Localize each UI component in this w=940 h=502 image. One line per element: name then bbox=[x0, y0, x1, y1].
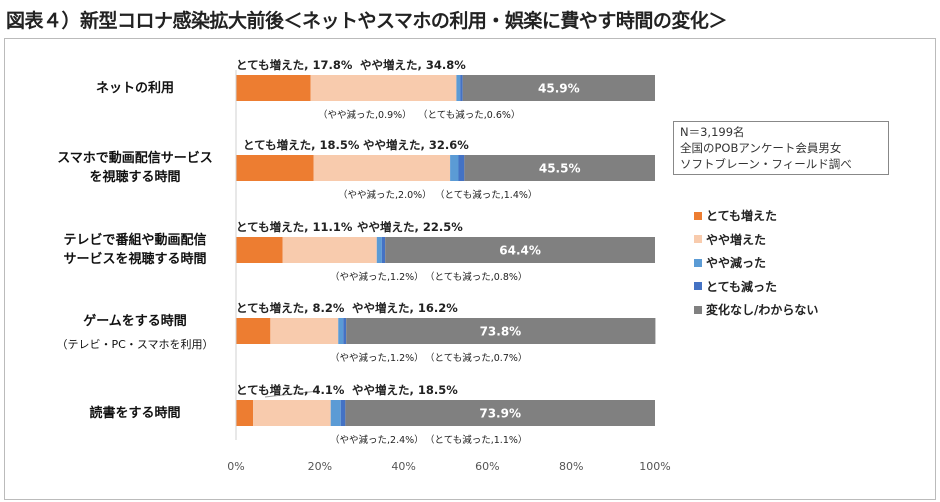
legend-swatch bbox=[694, 282, 702, 291]
data-label: （とても減った,0.7%） bbox=[425, 353, 528, 364]
bar-segment bbox=[340, 400, 346, 426]
leader-line bbox=[264, 390, 319, 398]
bar-segment bbox=[450, 155, 459, 181]
legend-swatch bbox=[694, 258, 702, 267]
bar-segment bbox=[381, 237, 386, 263]
x-tick-label: 60% bbox=[475, 460, 500, 473]
legend: とても増えた やや増えたやや減ったとても減った変化なし/わからない bbox=[694, 204, 818, 322]
bar-segment bbox=[253, 400, 331, 426]
bar-segment bbox=[338, 318, 344, 344]
data-label: とても増えた, 18.5% bbox=[243, 138, 360, 152]
data-label: とても増えた, 8.2% bbox=[236, 301, 345, 315]
bar-segment bbox=[346, 318, 656, 344]
note-line: 全国のPOBアンケート会員男女 bbox=[680, 141, 842, 155]
source-note: N＝3,199名 全国のPOBアンケート会員男女 ソフトブレーン・フィールド調べ bbox=[673, 121, 889, 175]
legend-label: やや減った bbox=[706, 256, 767, 271]
data-label: （やや減った,0.9%） bbox=[318, 110, 412, 121]
data-label: （やや減った,1.2%） bbox=[330, 353, 424, 364]
bar-segment bbox=[464, 155, 655, 181]
data-label: （やや減った,1.2%） bbox=[330, 272, 424, 283]
category-label-line: ゲームをする時間 bbox=[83, 314, 187, 329]
legend-item: とても増えた bbox=[694, 204, 818, 228]
legend-label: とても減った bbox=[706, 279, 778, 294]
data-label: （やや減った,2.4%） bbox=[330, 435, 424, 446]
data-label: 73.9% bbox=[479, 407, 521, 421]
bar-segment bbox=[458, 155, 465, 181]
data-label: （とても減った,1.4%） bbox=[435, 190, 538, 201]
data-label: （とても減った,0.8%） bbox=[425, 272, 528, 283]
bar-segment bbox=[343, 318, 347, 344]
bar-segment bbox=[460, 75, 463, 101]
data-label: やや増えた, 16.2% bbox=[352, 301, 458, 315]
x-tick-label: 100% bbox=[639, 460, 671, 473]
category-label-line: サービスを視聴する時間 bbox=[63, 252, 207, 267]
bar-segment bbox=[236, 237, 283, 263]
legend-item: やや減った bbox=[694, 251, 818, 275]
bar-segment bbox=[385, 237, 655, 263]
note-line: N＝3,199名 bbox=[680, 125, 745, 139]
category-label: テレビで番組や動画配信 サービスを視聴する時間 bbox=[30, 231, 240, 269]
data-label: （やや減った,2.0%） bbox=[338, 190, 432, 201]
legend-item: 変化なし/わからない bbox=[694, 298, 818, 322]
data-label: 64.4% bbox=[499, 244, 541, 258]
data-label: 73.8% bbox=[480, 325, 522, 339]
category-label-line: テレビで番組や動画配信 bbox=[63, 233, 207, 248]
bar-segment bbox=[236, 155, 314, 181]
legend-label: とても増えた bbox=[706, 209, 778, 224]
legend-swatch bbox=[694, 305, 702, 314]
data-label: 45.5% bbox=[539, 162, 581, 176]
legend-swatch bbox=[694, 235, 702, 244]
chart-frame bbox=[4, 38, 936, 500]
data-label: やや増えた, 22.5% bbox=[357, 220, 463, 234]
bar-segment bbox=[236, 318, 271, 344]
category-label: スマホで動画配信サービス を視聴する時間 bbox=[30, 149, 240, 187]
legend-item: やや増えた bbox=[694, 228, 818, 252]
bar-segment bbox=[236, 75, 311, 101]
category-label-line: ネットの利用 bbox=[95, 81, 174, 96]
data-label: とても増えた, 4.1% bbox=[236, 383, 345, 397]
data-label: やや増えた, 18.5% bbox=[352, 383, 458, 397]
bar-segment bbox=[345, 400, 655, 426]
bar-segment bbox=[270, 318, 339, 344]
data-label: やや増えた, 34.8% bbox=[360, 58, 466, 72]
category-label-line: スマホで動画配信サービス bbox=[57, 151, 213, 166]
category-label-line: を視聴する時間 bbox=[89, 170, 181, 185]
data-label: とても増えた, 17.8% bbox=[236, 58, 353, 72]
data-label: （とても減った,1.1%） bbox=[425, 435, 528, 446]
bar-segment bbox=[313, 155, 451, 181]
data-label: やや増えた, 32.6% bbox=[363, 138, 469, 152]
note-line: ソフトブレーン・フィールド調べ bbox=[680, 157, 852, 171]
data-label: （とても減った,0.6%） bbox=[418, 110, 521, 121]
bar-segment bbox=[330, 400, 341, 426]
category-label: ゲームをする時間 （テレビ・PC・スマホを利用） bbox=[30, 312, 240, 354]
bar-segment bbox=[462, 75, 655, 101]
x-tick-label: 0% bbox=[227, 460, 245, 473]
bar-segment bbox=[456, 75, 461, 101]
data-label: 45.9% bbox=[538, 82, 580, 96]
legend-swatch bbox=[694, 211, 702, 220]
x-tick-label: 20% bbox=[307, 460, 333, 473]
bar-segment bbox=[236, 400, 254, 426]
category-label: 読書をする時間 bbox=[30, 404, 240, 423]
chart-title: 図表４）新型コロナ感染拡大前後＜ネットやスマホの利用・娯楽に費やす時間の変化＞ bbox=[6, 10, 727, 32]
legend-label: 変化なし/わからない bbox=[706, 303, 819, 318]
data-label: とても増えた, 11.1% bbox=[236, 220, 353, 234]
category-label: ネットの利用 bbox=[30, 79, 240, 98]
bar-segment bbox=[310, 75, 457, 101]
bar-segment bbox=[376, 237, 382, 263]
category-sublabel: （テレビ・PC・スマホを利用） bbox=[56, 338, 214, 351]
x-tick-label: 80% bbox=[558, 460, 584, 473]
x-tick-label: 40% bbox=[391, 460, 416, 473]
legend-item: とても減った bbox=[694, 275, 818, 299]
bar-segment bbox=[282, 237, 377, 263]
legend-label: やや増えた bbox=[706, 232, 767, 247]
category-label-line: 読書をする時間 bbox=[89, 406, 181, 421]
